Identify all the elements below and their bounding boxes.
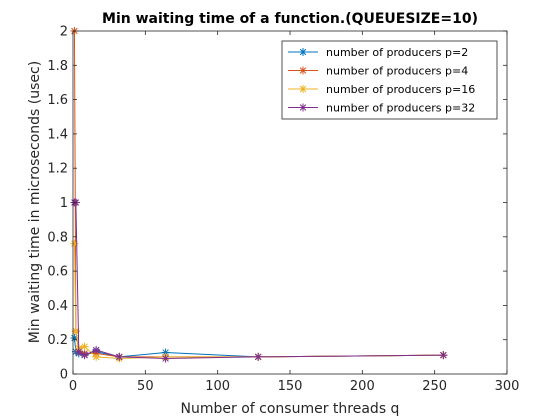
- legend-label: number of producers p=4: [326, 65, 468, 78]
- legend-label: number of producers p=32: [326, 102, 475, 115]
- marker-stroke: [299, 67, 307, 74]
- y-tick-label: 1.4: [47, 127, 68, 142]
- legend-label: number of producers p=16: [326, 83, 475, 96]
- x-tick-label: 200: [350, 379, 375, 394]
- legend-label: number of producers p=2: [326, 46, 468, 59]
- legend-marker: [299, 85, 307, 93]
- legend-entry: number of producers p=4: [288, 65, 468, 78]
- marker-stroke: [92, 346, 100, 354]
- marker-stroke: [92, 353, 100, 361]
- legend-marker: [299, 66, 307, 75]
- y-tick-label: 0.4: [47, 299, 68, 314]
- x-axis-label: Number of consumer threads q: [181, 401, 400, 417]
- x-tick-label: 150: [278, 379, 303, 394]
- data-point: [115, 352, 124, 361]
- marker-stroke: [299, 48, 307, 56]
- y-tick-label: 0.8: [47, 230, 68, 245]
- marker-stroke: [254, 353, 262, 361]
- marker-stroke: [299, 85, 307, 93]
- y-tick-label: 1.2: [47, 162, 68, 177]
- marker-stroke: [72, 327, 80, 335]
- y-tick-label: 0.6: [47, 265, 68, 280]
- data-point: [80, 351, 89, 360]
- y-tick-label: 0: [60, 368, 68, 383]
- marker-stroke: [81, 343, 88, 350]
- legend: number of producers p=2 number of produce…: [281, 40, 498, 120]
- marker-stroke: [299, 104, 307, 111]
- chart-title: Min waiting time of a function.(QUEUESIZ…: [102, 11, 478, 27]
- y-tick-label: 0.2: [47, 333, 68, 348]
- data-point: [92, 352, 101, 361]
- legend-box: [281, 40, 498, 120]
- y-tick-label: 1: [60, 196, 68, 211]
- data-point: [70, 239, 79, 248]
- legend-marker: [299, 103, 307, 112]
- legend-entry: number of producers p=2: [288, 46, 468, 59]
- marker-stroke: [75, 348, 83, 355]
- legend-entry: number of producers p=32: [288, 102, 475, 115]
- data-point: [92, 345, 101, 354]
- x-tick-label: 50: [137, 379, 154, 394]
- y-tick-label: 1.6: [47, 93, 68, 108]
- marker-stroke: [81, 351, 88, 359]
- marker-stroke: [440, 351, 447, 359]
- y-tick-label: 1.8: [47, 59, 68, 74]
- y-tick-label: 2: [60, 25, 68, 40]
- data-point: [80, 342, 89, 351]
- x-tick-label: 100: [205, 379, 230, 394]
- legend-entry: number of producers p=16: [288, 83, 475, 96]
- y-axis-label: Min waiting time in microseconds (usec): [27, 61, 43, 343]
- data-point: [439, 351, 448, 360]
- data-point: [254, 352, 263, 361]
- legend-marker: [299, 48, 307, 56]
- data-point: [74, 347, 83, 356]
- x-tick-label: 250: [422, 379, 447, 394]
- data-point: [161, 354, 170, 363]
- x-tick-label: 0: [69, 379, 77, 394]
- marker-stroke: [162, 355, 169, 362]
- marker-stroke: [116, 353, 123, 361]
- x-tick-label: 300: [495, 379, 520, 394]
